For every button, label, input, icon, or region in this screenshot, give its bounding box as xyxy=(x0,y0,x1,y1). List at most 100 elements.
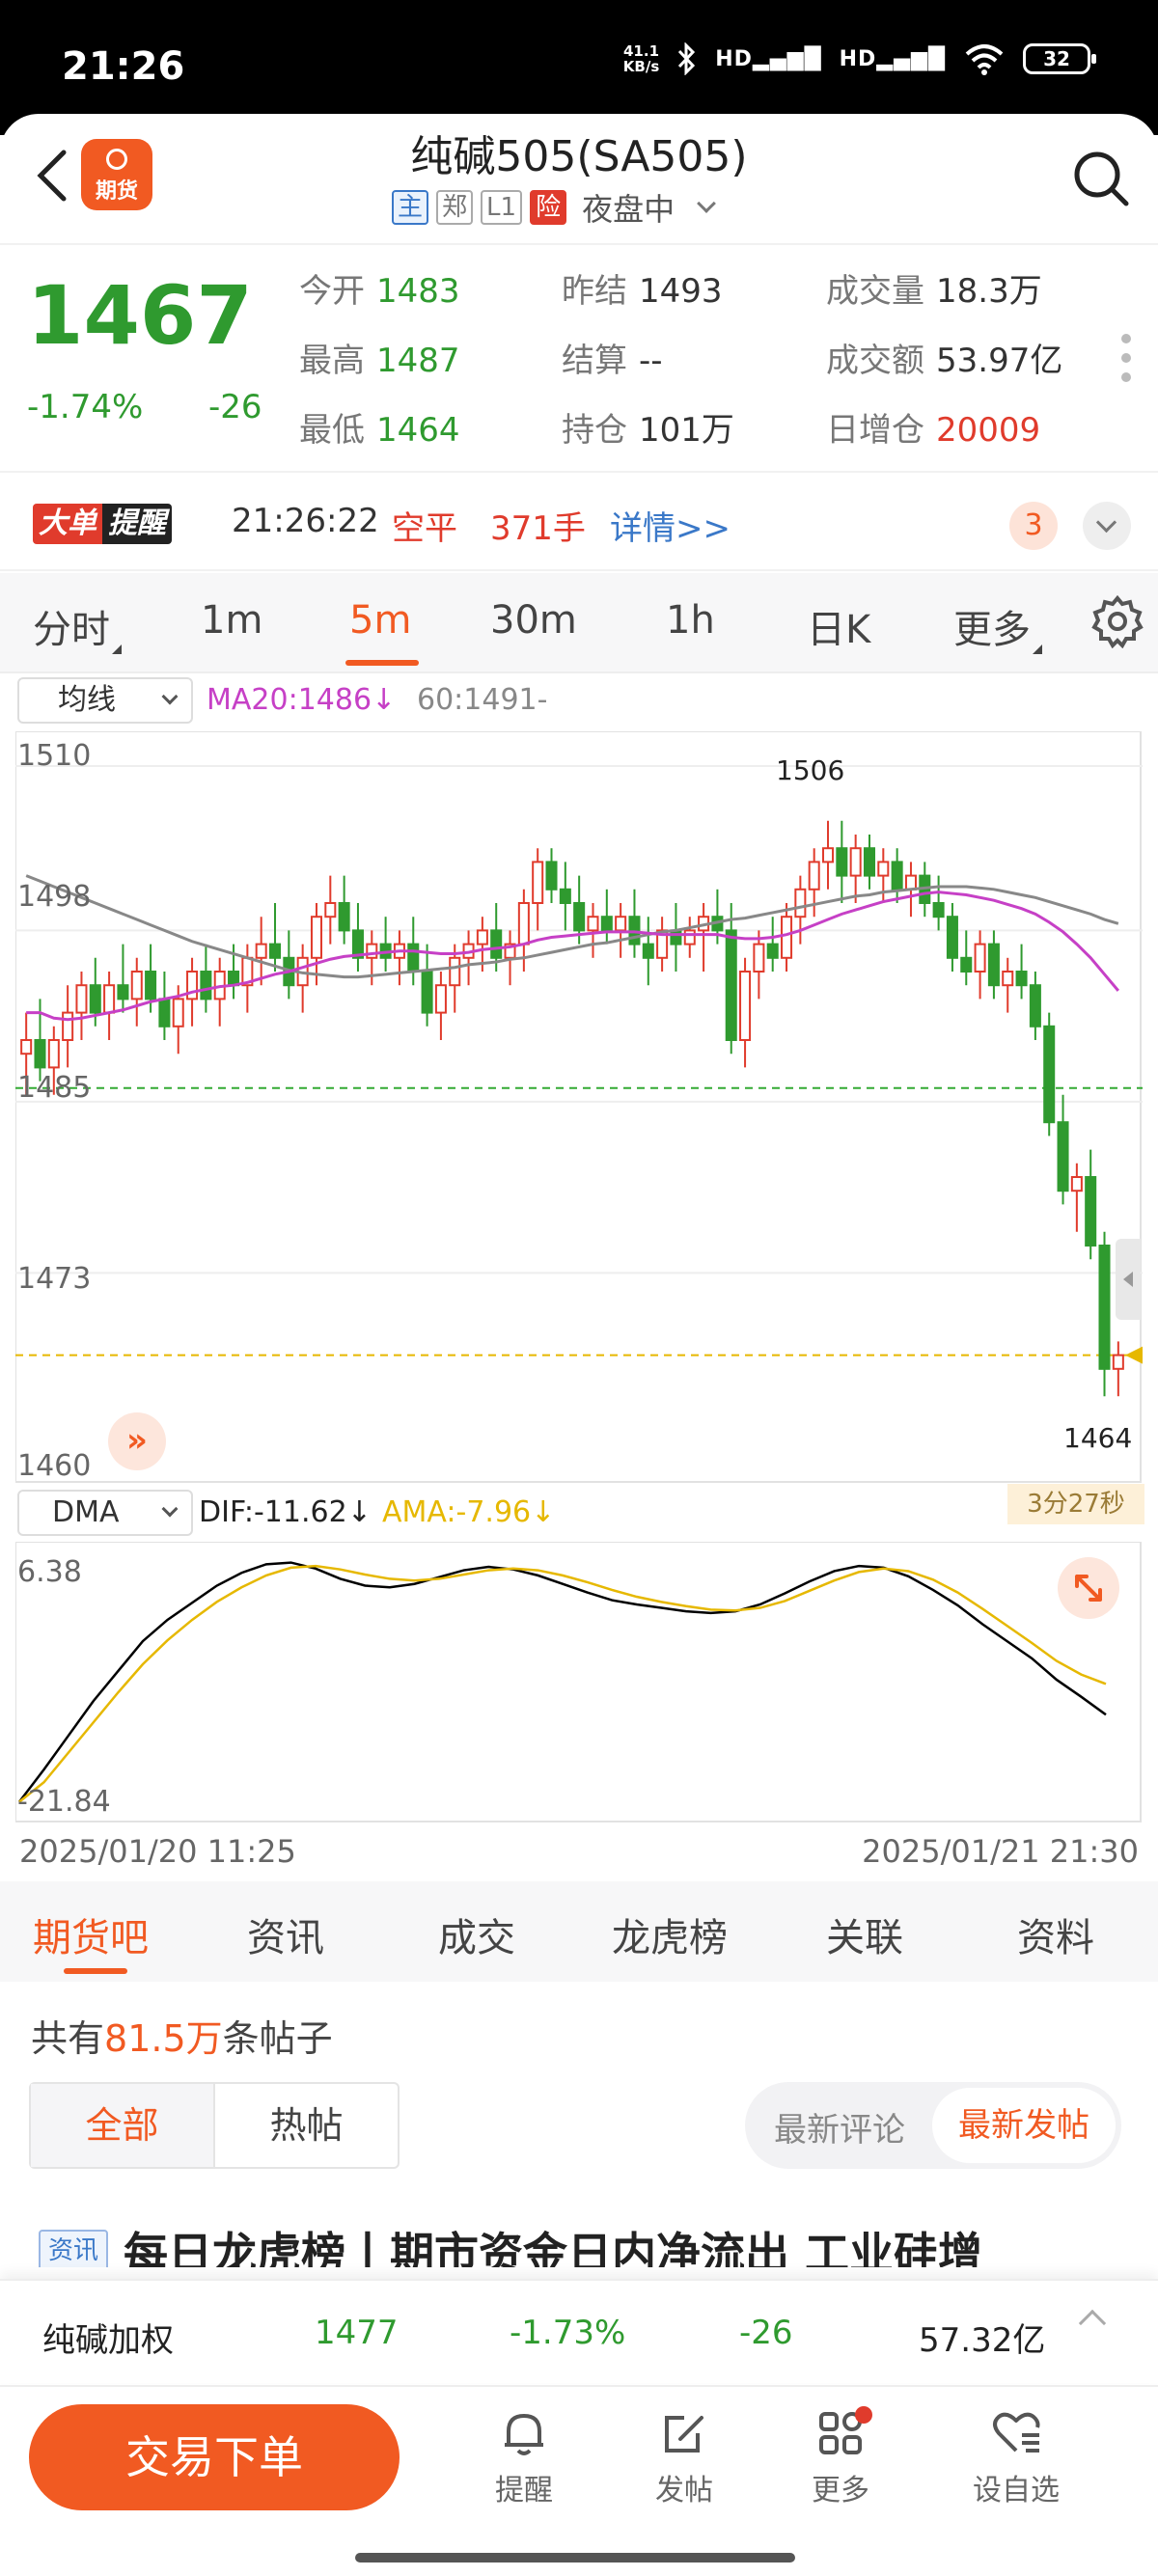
tab-forum[interactable]: 期货吧 xyxy=(33,1916,149,1960)
quote-field: 最低 1464 xyxy=(299,403,460,451)
logo-mark-icon xyxy=(106,149,127,170)
candle-body xyxy=(158,998,171,1028)
weighted-name: 纯碱加权 xyxy=(42,2321,174,2360)
tab-trades[interactable]: 成交 xyxy=(438,1916,515,1960)
indicator-chart-area[interactable]: 6.38 -21.84 xyxy=(15,1542,1143,1823)
candle-body xyxy=(310,916,323,959)
candle-body xyxy=(946,916,958,959)
post-count-suffix: 条帖子 xyxy=(222,2017,333,2060)
tab-30m[interactable]: 30m xyxy=(490,598,577,643)
sort-latest-comment-button[interactable]: 最新评论 xyxy=(774,2111,905,2150)
quote-field: 结算 -- xyxy=(562,334,663,381)
expand-icon[interactable] xyxy=(1058,1557,1119,1619)
candle-body xyxy=(34,1039,46,1069)
corner-caret-icon xyxy=(1033,644,1042,654)
y-tick-label: -21.84 xyxy=(17,1785,111,1819)
tab-more[interactable]: 更多 xyxy=(953,598,1042,654)
sort-latest-post-button[interactable]: 最新发帖 xyxy=(932,2088,1116,2163)
indicator-selector[interactable]: DMA xyxy=(17,1490,193,1536)
low-annotation: 1464 xyxy=(1063,1422,1133,1454)
search-icon[interactable] xyxy=(1071,149,1131,208)
candle-body xyxy=(172,998,184,1028)
big-order-alert[interactable]: 大单 提醒 21:26:22 空平 371手 详情>> 3 xyxy=(0,475,1158,571)
alert-button-label: 提醒 xyxy=(495,2474,553,2507)
chevron-up-icon[interactable] xyxy=(1078,2309,1107,2338)
tab-daily-k[interactable]: 日K xyxy=(807,608,871,652)
change-value: -26 xyxy=(208,388,262,426)
alert-details-link[interactable]: 详情>> xyxy=(610,509,731,548)
tab-1h[interactable]: 1h xyxy=(666,598,715,643)
battery-icon: 32 xyxy=(1023,43,1096,74)
signal-1-label: HD xyxy=(715,46,753,71)
chevron-down-icon xyxy=(697,194,716,213)
tag-exchange: 郑 xyxy=(436,190,474,225)
home-indicator xyxy=(355,2553,795,2562)
ma-legend: 均线 MA20:1486↓ 60:1491- xyxy=(17,677,1146,726)
weighted-index-bar[interactable]: 纯碱加权 1477 -1.73% -26 57.32亿 xyxy=(0,2279,1158,2383)
side-panel-handle[interactable] xyxy=(1116,1239,1141,1320)
post-button[interactable]: 发帖 xyxy=(631,2404,737,2508)
tab-profile[interactable]: 资料 xyxy=(1017,1916,1094,1960)
post-count-prefix: 共有 xyxy=(31,2017,105,2060)
candlestick-chart[interactable] xyxy=(15,731,1143,1484)
ama-value: AMA:-7.96 xyxy=(382,1495,532,1529)
indicator-selector-label: DMA xyxy=(52,1495,120,1529)
more-button[interactable]: 更多 xyxy=(787,2404,894,2508)
status-time: 21:26 xyxy=(62,44,185,89)
tab-intraday[interactable]: 分时 xyxy=(33,598,122,654)
candle-body xyxy=(62,1011,74,1042)
community-tabs: 期货吧 资讯 成交 龙虎榜 关联 资料 xyxy=(0,1881,1158,1982)
news-item[interactable]: 资讯 每日龙虎榜丨期市资金日内净流出 工业硅增 xyxy=(39,2219,1139,2267)
candle-body xyxy=(821,847,835,863)
candle-body xyxy=(449,956,461,987)
tag-level: L1 xyxy=(481,190,523,225)
fast-forward-icon[interactable]: » xyxy=(108,1412,166,1470)
alert-time: 21:26:22 xyxy=(232,502,379,540)
weighted-price: 1477 xyxy=(315,2314,399,2352)
high-annotation: 1506 xyxy=(776,754,845,786)
filter-hot-button[interactable]: 热帖 xyxy=(269,2104,344,2147)
candle-body xyxy=(1029,984,1041,1028)
change-percent: -1.74% xyxy=(27,388,144,426)
chart-area[interactable]: 1510 1498 1485 1473 1460 1506 1464 » xyxy=(15,731,1143,1484)
quote-field-label: 最高 xyxy=(299,342,365,380)
tab-related[interactable]: 关联 xyxy=(826,1916,903,1960)
dma-chart[interactable] xyxy=(15,1542,1143,1823)
gear-icon[interactable] xyxy=(1090,594,1144,648)
candle-body xyxy=(739,971,752,1041)
post-count: 共有81.5万条帖子 xyxy=(31,2009,333,2062)
alert-count-badge: 3 xyxy=(1009,502,1058,550)
trade-order-button[interactable]: 交易下单 xyxy=(29,2404,400,2510)
quote-field: 日增仓 20009 xyxy=(826,403,1040,451)
candle-body xyxy=(559,888,571,905)
add-watchlist-button[interactable]: 设自选 xyxy=(963,2404,1069,2508)
quote-field-value: 1487 xyxy=(376,342,460,380)
tab-5m[interactable]: 5m xyxy=(349,598,412,643)
alert-button[interactable]: 提醒 xyxy=(471,2404,577,2508)
quote-field: 今开 1483 xyxy=(299,264,460,312)
candle-body xyxy=(255,943,267,959)
chevron-down-icon[interactable] xyxy=(1083,502,1131,550)
quote-field-label: 日增仓 xyxy=(826,411,924,450)
dif-value: DIF:-11.62 xyxy=(199,1495,347,1529)
contract-tags[interactable]: 主 郑 L1 险 夜盘中 xyxy=(392,185,716,230)
more-button-label: 更多 xyxy=(812,2474,869,2507)
logo-text: 期货 xyxy=(95,179,138,204)
candle-body xyxy=(1098,1245,1111,1370)
ma-selector[interactable]: 均线 xyxy=(17,677,193,724)
quote-field-value: 1493 xyxy=(639,272,723,311)
signal-2-label: HD xyxy=(839,46,877,71)
y-tick-label: 1485 xyxy=(17,1071,92,1105)
back-icon[interactable] xyxy=(29,147,77,205)
active-tab-indicator xyxy=(64,1968,127,1974)
tab-1m[interactable]: 1m xyxy=(201,598,263,643)
tag-risk: 险 xyxy=(530,190,567,225)
candle-body xyxy=(904,874,917,891)
quote-field-value: -- xyxy=(639,342,663,380)
candle-body xyxy=(587,916,599,932)
period-tabs: 分时 1m 5m 30m 1h 日K 更多 xyxy=(0,573,1158,673)
more-vertical-icon[interactable] xyxy=(1121,334,1133,392)
tab-leaderboard[interactable]: 龙虎榜 xyxy=(612,1916,728,1960)
tab-news[interactable]: 资讯 xyxy=(247,1916,324,1960)
filter-all-button[interactable]: 全部 xyxy=(31,2084,215,2167)
